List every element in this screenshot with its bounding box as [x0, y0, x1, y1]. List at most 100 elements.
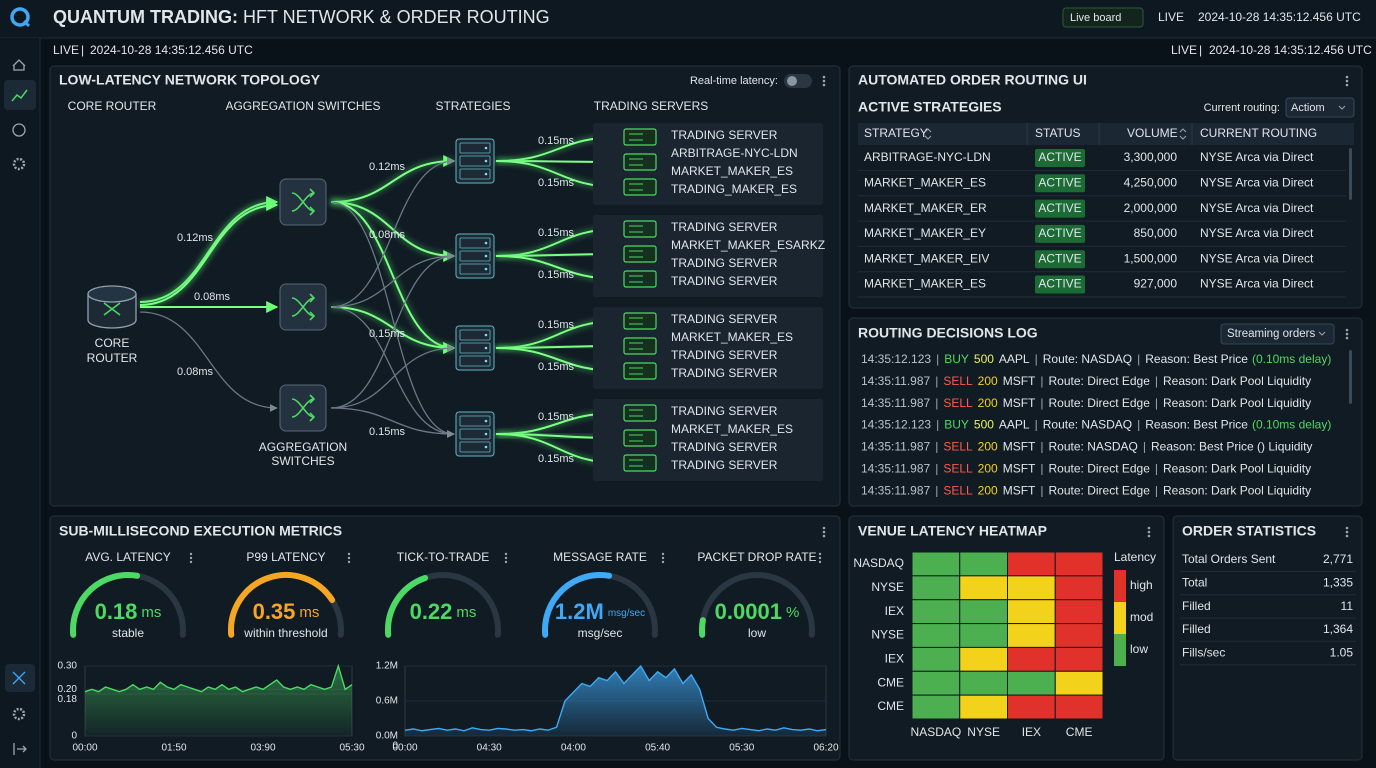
strategy-slot — [459, 142, 491, 154]
column-header: CORE ROUTER — [68, 99, 157, 113]
log-time: 14:35:11.987 — [861, 462, 931, 476]
core-label: ROUTER — [87, 351, 138, 365]
legend-label: high — [1130, 578, 1153, 592]
gauge-fill — [228, 572, 336, 638]
server-name: TRADING SERVER — [671, 256, 778, 270]
strategy-led — [484, 419, 488, 423]
log-qty: 200 — [978, 440, 998, 454]
log-route: Route: Direct Edge — [1049, 396, 1151, 410]
legend-swatch — [1114, 602, 1126, 634]
heatmap-cell — [1054, 646, 1104, 672]
nav-logout-icon — [13, 743, 27, 755]
column-header: VOLUME — [1127, 126, 1178, 140]
log-separator: | — [935, 440, 938, 454]
panel-title: AUTOMATED ORDER ROUTING UI — [858, 72, 1087, 88]
log-separator: | — [1040, 484, 1043, 498]
menu-dot — [1345, 526, 1349, 530]
y-tick-label: 0.20 — [58, 684, 78, 695]
heatmap-cell — [1054, 670, 1104, 696]
strategy-slot — [459, 155, 491, 167]
log-symbol: MSFT — [1003, 484, 1036, 498]
current-routing: NYSE Arca via Direct — [1200, 175, 1314, 189]
menu-dot — [189, 560, 193, 564]
status-text: ACTIVE — [1038, 277, 1081, 291]
nav-network-bg — [5, 664, 35, 692]
link — [330, 252, 455, 409]
heatmap-cell — [1054, 551, 1104, 577]
link-latency: 0.15ms — [369, 426, 406, 438]
link — [330, 407, 455, 438]
panel-title: VENUE LATENCY HEATMAP — [858, 523, 1047, 539]
menu-dot — [189, 556, 193, 560]
heatmap-cell — [959, 623, 1008, 648]
server-icon-lines — [629, 158, 643, 166]
menu-dot — [504, 552, 508, 556]
strategy-name: MARKET_MAKER_EY — [864, 226, 986, 240]
stat-value: 2,771 — [1323, 552, 1353, 566]
log-entry: 14:35:12.123 | BUY 500 AAPL | Route: NASDAQ | Re… — [861, 352, 1331, 366]
heatmap-cell — [911, 623, 961, 648]
strategy-led — [484, 267, 488, 271]
link — [139, 311, 278, 412]
log-symbol: MSFT — [1003, 396, 1036, 410]
routing-select[interactable] — [1285, 97, 1355, 118]
menu-dot — [189, 552, 193, 556]
panel-title: ROUTING DECISIONS LOG — [858, 325, 1038, 341]
menu-dot — [1147, 534, 1151, 538]
log-entry: 14:35:11.987 | SELL 200 MSFT | Route: NASDAQ | R… — [861, 440, 1312, 454]
core-router-top — [87, 285, 137, 303]
log-reason: Reason: Dark Pool Liquidity — [1163, 484, 1311, 498]
link-latency: 0.15ms — [538, 135, 575, 147]
gauge-track — [699, 572, 815, 638]
log-reason: Reason: Best Price () Liquidity — [1151, 440, 1312, 454]
nav-home-icon — [12, 59, 26, 71]
filter-select[interactable] — [1220, 323, 1335, 345]
menu-dot — [661, 552, 665, 556]
routing-label: Current routing: — [1204, 102, 1280, 114]
logo — [10, 7, 30, 27]
volume: 2,000,000 — [1124, 201, 1178, 215]
heatmap-cell — [1054, 623, 1104, 648]
heatmap-cell — [1054, 599, 1104, 625]
log-separator: | — [1040, 440, 1043, 454]
server-icon — [623, 404, 657, 422]
column-header: STRATEGIES — [435, 99, 510, 113]
log-time: 14:35:11.987 — [861, 374, 931, 388]
aggregation-label: SWITCHES — [271, 454, 334, 468]
log-symbol: MSFT — [1003, 440, 1036, 454]
link-active — [139, 199, 279, 306]
log-delay: (0.10ms delay) — [1252, 352, 1331, 366]
current-routing: NYSE Arca via Direct — [1200, 277, 1314, 291]
chevron — [1338, 105, 1346, 110]
menu-dot — [347, 552, 351, 556]
server-icon — [623, 128, 657, 146]
link-active — [330, 155, 456, 203]
link-latency: 0.15ms — [538, 269, 575, 281]
heatmap-cell — [959, 551, 1008, 577]
server-icon-lines — [629, 434, 643, 442]
log-separator: | — [1137, 418, 1140, 432]
log-qty: 200 — [978, 484, 998, 498]
section-title: ACTIVE STRATEGIES — [858, 99, 1002, 115]
strategy-led — [484, 432, 488, 436]
heatmap-cell — [911, 551, 961, 577]
switch-icon — [291, 394, 316, 422]
gauge-unit: % — [786, 604, 799, 621]
log-separator: | — [935, 462, 938, 476]
menu-dot — [818, 560, 822, 564]
x-tick-label: 04:30 — [477, 743, 502, 754]
current-routing: NYSE Arca via Direct — [1200, 150, 1314, 164]
heatmap-cell — [1054, 575, 1104, 601]
scrollbar — [1349, 350, 1352, 404]
panel — [1172, 515, 1363, 761]
column-header: STATUS — [1035, 126, 1081, 140]
column-label: IEX — [1022, 725, 1041, 739]
row-label: CME — [877, 699, 904, 713]
link — [330, 201, 455, 438]
nav-network-icon — [12, 671, 26, 685]
live-board-button[interactable] — [1062, 7, 1144, 28]
link-latency: 0.12ms — [177, 232, 214, 244]
log-route: Route: Direct Edge — [1049, 462, 1151, 476]
